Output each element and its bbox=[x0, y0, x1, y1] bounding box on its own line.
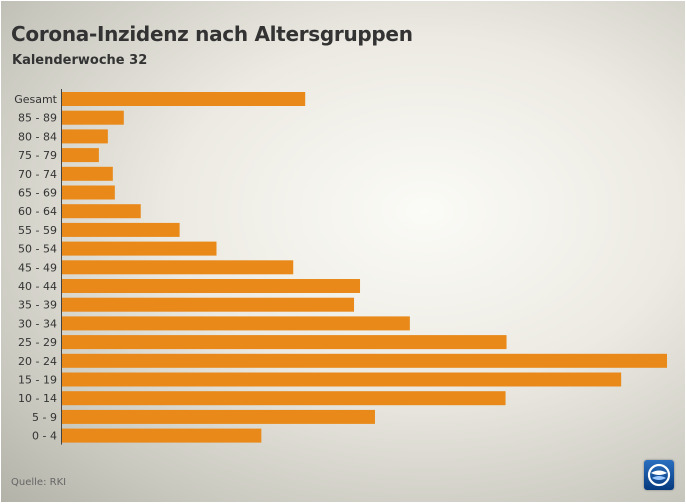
category-label: 0 - 4 bbox=[32, 430, 57, 443]
category-label: 65 - 69 bbox=[18, 187, 57, 200]
bar bbox=[62, 297, 355, 312]
source-note: Quelle: RKI bbox=[11, 477, 67, 488]
category-label: 40 - 44 bbox=[18, 280, 57, 293]
bar bbox=[62, 409, 375, 424]
bar bbox=[62, 129, 108, 144]
category-label: 5 - 9 bbox=[32, 411, 57, 424]
category-label: 10 - 14 bbox=[18, 392, 57, 405]
bar bbox=[62, 279, 361, 293]
bar bbox=[62, 185, 115, 200]
chart-title: Corona-Inzidenz nach Altersgruppen bbox=[11, 22, 413, 46]
bar bbox=[62, 241, 217, 256]
category-label: 25 - 29 bbox=[18, 336, 57, 349]
tagesschau-logo-icon bbox=[644, 460, 674, 490]
bar bbox=[62, 335, 507, 350]
category-label: 60 - 64 bbox=[18, 205, 57, 218]
category-label: 20 - 24 bbox=[18, 355, 57, 368]
category-label: 15 - 19 bbox=[18, 374, 57, 387]
category-label: 45 - 49 bbox=[18, 261, 57, 274]
bar bbox=[62, 428, 262, 443]
bar bbox=[62, 372, 622, 387]
category-label: Gesamt bbox=[14, 93, 57, 106]
category-label: 30 - 34 bbox=[18, 317, 57, 330]
bar bbox=[62, 316, 410, 331]
bar bbox=[62, 260, 294, 275]
bar bbox=[62, 353, 668, 368]
category-label: 70 - 74 bbox=[18, 168, 57, 181]
category-label: 80 - 84 bbox=[18, 130, 57, 143]
category-label: 50 - 54 bbox=[18, 243, 57, 256]
category-label: 85 - 89 bbox=[18, 112, 57, 125]
bar bbox=[62, 222, 180, 237]
bar bbox=[62, 92, 306, 106]
bar bbox=[62, 391, 506, 406]
chart-subtitle: Kalenderwoche 32 bbox=[12, 53, 148, 68]
bar bbox=[62, 148, 99, 163]
bar bbox=[62, 166, 113, 181]
bar bbox=[62, 204, 141, 219]
category-label: 35 - 39 bbox=[18, 299, 57, 312]
bar bbox=[62, 110, 124, 125]
category-label: 75 - 79 bbox=[18, 149, 57, 162]
category-label: 55 - 59 bbox=[18, 224, 57, 237]
